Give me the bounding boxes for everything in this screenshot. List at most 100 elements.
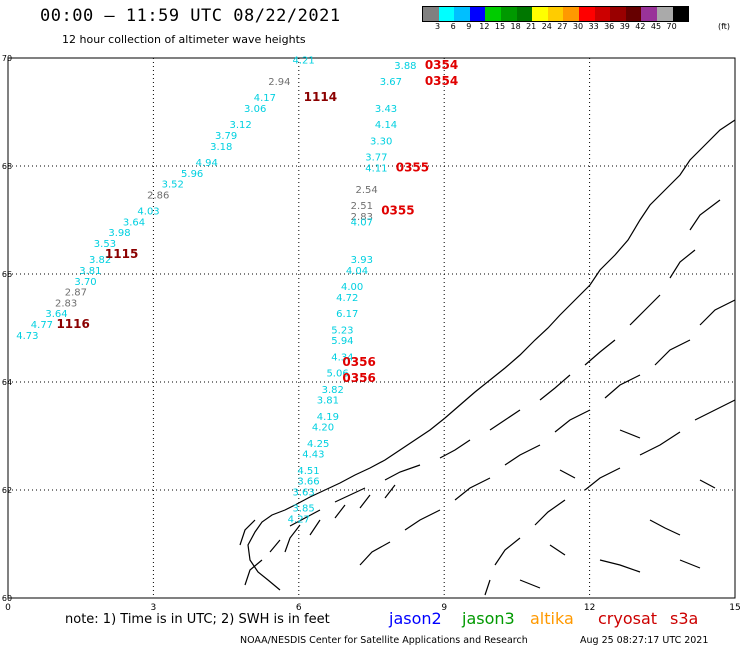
- colorbar-swatch: [500, 7, 517, 21]
- colorbar-swatch: [485, 7, 501, 21]
- colorbar-tick-label: 33: [588, 22, 599, 31]
- wave-height-points: 4.212.94 4.173.06 3.123.793.18 4.945.963.52…: [16, 55, 416, 525]
- coastline: [239, 119, 736, 596]
- wave-height-label: 3.77: [365, 153, 387, 164]
- pass-id-label: 1114: [304, 90, 337, 104]
- satellite-jason3-label: jason3: [462, 609, 515, 628]
- wave-height-label: 3.81: [317, 396, 339, 407]
- colorbar-swatch: [656, 7, 673, 21]
- colorbar-swatch: [672, 7, 689, 21]
- colorbar-tick-label: 3: [435, 22, 441, 31]
- wave-height-label: 3.06: [244, 104, 266, 115]
- credit-timestamp: Aug 25 08:27:17 UTC 2021: [580, 635, 709, 646]
- satellite-altika-label: altika: [530, 609, 574, 628]
- y-tick-label: 66: [2, 270, 12, 279]
- colorbar-swatch: [563, 7, 579, 21]
- colorbar-swatch: [469, 7, 486, 21]
- satellite-jason2-label: jason2: [389, 609, 442, 628]
- colorbar-swatch: [594, 7, 611, 21]
- colorbar-swatch: [610, 7, 626, 21]
- wave-height-label: 3.43: [375, 104, 397, 115]
- wave-height-label: 4.73: [16, 331, 38, 342]
- map-frame: [7, 57, 736, 599]
- pass-id-label: 0354: [425, 58, 458, 72]
- colorbar-swatch: [438, 7, 455, 21]
- pass-id-label: 0356: [342, 371, 375, 385]
- wave-height-label: 4.72: [336, 293, 358, 304]
- colorbar-unit: (ft): [718, 22, 731, 31]
- colorbar-swatch: [625, 7, 642, 21]
- colorbar-tick-label: 15: [494, 22, 506, 31]
- wave-height-label: 4.94: [196, 158, 218, 169]
- x-tick-label: 6: [296, 603, 302, 613]
- wave-height-label: 2.83: [55, 298, 77, 309]
- wave-height-label: 3.30: [370, 136, 392, 147]
- colorbar-tick-label: 18: [510, 22, 521, 31]
- wave-height-label: 4.34: [331, 352, 353, 363]
- pass-id-label: 1115: [105, 247, 138, 261]
- satellite-s3a-label: s3a: [670, 609, 699, 628]
- pass-id-label: 1116: [56, 317, 89, 331]
- colorbar-tick-label: 24: [541, 22, 552, 31]
- colorbar-tick-label: 42: [635, 22, 646, 31]
- coastline-segment: [359, 299, 736, 566]
- wave-height-label: 3.88: [394, 61, 416, 72]
- coastline-segment: [239, 484, 396, 586]
- wave-height-label: 3.64: [123, 217, 145, 228]
- pass-id-label: 0354: [425, 74, 458, 88]
- coastline-segment: [519, 429, 716, 589]
- wave-height-label: 3.66: [297, 477, 319, 488]
- footer-note: note: 1) Time is in UTC; 2) SWH is in fe…: [65, 612, 330, 627]
- wave-height-label: 3.12: [230, 120, 252, 131]
- colorbar-swatch: [578, 7, 595, 21]
- pass-id-label: 0356: [342, 355, 375, 369]
- wave-height-label: 3.82: [89, 255, 111, 266]
- coastline-segment: [247, 119, 736, 591]
- wave-height-label: 6.17: [336, 309, 358, 320]
- wave-height-label: 5.96: [181, 169, 203, 180]
- colorbar-swatch: [454, 7, 470, 21]
- wave-height-label: 2.94: [268, 77, 290, 88]
- y-tick-label: 68: [2, 162, 12, 171]
- wave-height-label: 3.63: [293, 487, 315, 498]
- wave-height-label: 3.93: [351, 255, 373, 266]
- colorbar-tick-label: 39: [619, 22, 630, 31]
- wave-height-label: 2.86: [147, 190, 169, 201]
- y-tick-label: 62: [2, 486, 12, 495]
- wave-height-label: 3.98: [108, 228, 130, 239]
- map-grid: 0 3 6 9 12 15 70 68 66 64 62 60: [2, 54, 740, 613]
- page-subtitle: 12 hour collection of altimeter wave hei…: [62, 33, 306, 46]
- wave-height-label: 5.06: [326, 369, 348, 380]
- wave-height-label: 3.85: [293, 504, 315, 515]
- y-tick-label: 70: [2, 54, 12, 63]
- wave-height-label: 3.53: [94, 239, 116, 250]
- wave-height-label: 4.77: [31, 320, 53, 331]
- wave-height-label: 3.52: [162, 180, 184, 191]
- colorbar-swatch: [532, 7, 548, 21]
- wave-height-label: 4.03: [137, 207, 159, 218]
- wave-height-label: 4.17: [254, 93, 276, 104]
- wave-height-label: 4.00: [341, 282, 363, 293]
- x-tick-label: 12: [584, 603, 595, 613]
- wave-height-label: 3.70: [74, 277, 96, 288]
- wave-height-label: 3.64: [45, 309, 67, 320]
- colorbar-swatch: [423, 7, 439, 21]
- wave-height-label: 4.25: [307, 439, 329, 450]
- pass-id-label: 0355: [396, 160, 429, 174]
- wave-height-label: 2.83: [351, 212, 373, 223]
- wave-height-label: 2.54: [356, 185, 378, 196]
- colorbar-swatch: [547, 7, 564, 21]
- satellite-cryosat-label: cryosat: [598, 609, 658, 628]
- x-tick-label: 0: [5, 603, 11, 613]
- wave-height-label: 3.18: [210, 142, 232, 153]
- coastline-segment: [289, 199, 721, 527]
- wave-height-label: 2.51: [351, 201, 373, 212]
- wave-height-label: 4.27: [288, 514, 310, 525]
- y-tick-label: 60: [2, 594, 12, 603]
- colorbar-tick-label: 9: [466, 22, 472, 31]
- wave-height-label: 3.67: [380, 77, 402, 88]
- pass-labels: 1114 1115 1116 0354 0354 0355 0355 0356 0356: [56, 58, 458, 385]
- page-title: 00:00 – 11:59 UTC 08/22/2021: [40, 6, 341, 26]
